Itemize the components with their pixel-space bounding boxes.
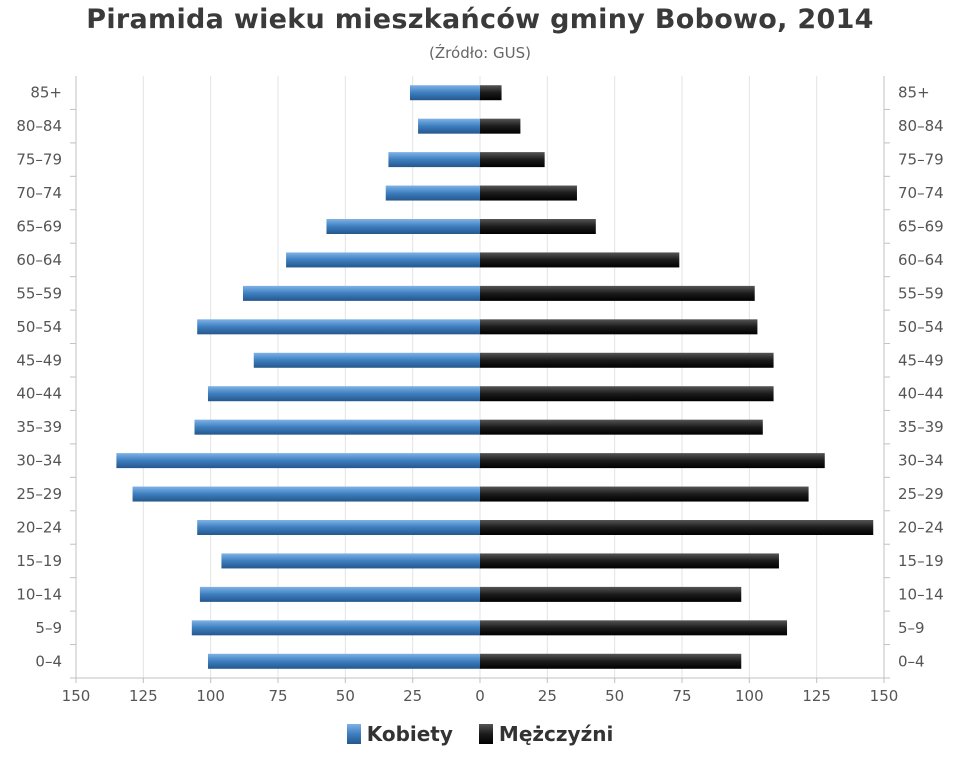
category-label-left: 85+ [30, 84, 62, 102]
category-label-right: 70–74 [898, 184, 944, 202]
category-label-left: 50–54 [16, 318, 62, 336]
bar-men[interactable] [480, 520, 874, 535]
bar-men[interactable] [480, 252, 680, 268]
category-label-left: 15–19 [16, 552, 62, 570]
x-tick-label: 25 [403, 687, 422, 705]
bar-women[interactable] [207, 386, 480, 402]
legend-item-men[interactable]: Mężczyźni [478, 722, 614, 746]
bar-men[interactable] [480, 586, 742, 602]
category-label-left: 5–9 [35, 619, 62, 637]
bar-men[interactable] [480, 118, 521, 134]
chart-subtitle: (Źródło: GUS) [429, 44, 531, 62]
bar-men[interactable] [480, 152, 545, 168]
category-label-left: 70–74 [16, 184, 62, 202]
x-tick-label: 50 [336, 687, 355, 705]
category-label-left: 35–39 [16, 418, 62, 436]
bar-women[interactable] [194, 419, 481, 435]
bar-women[interactable] [221, 553, 480, 569]
category-label-left: 45–49 [16, 351, 62, 369]
bar-women[interactable] [326, 219, 480, 234]
category-label-left: 60–64 [16, 251, 62, 269]
category-label-right: 55–59 [898, 284, 944, 302]
bar-men[interactable] [480, 352, 774, 368]
category-label-left: 30–34 [16, 452, 62, 470]
x-tick-label: 75 [268, 687, 287, 705]
category-label-right: 25–29 [898, 485, 944, 503]
category-label-right: 50–54 [898, 318, 944, 336]
x-tick-label: 25 [538, 687, 557, 705]
legend: Kobiety Mężczyźni [0, 722, 960, 746]
legend-item-women[interactable]: Kobiety [346, 722, 453, 746]
bar-men[interactable] [480, 219, 596, 234]
category-label-right: 80–84 [898, 117, 944, 135]
bar-women[interactable] [253, 352, 480, 368]
bar-women[interactable] [132, 486, 480, 502]
x-tick-label: 125 [129, 687, 158, 705]
category-label-right: 20–24 [898, 519, 944, 537]
category-label-right: 30–34 [898, 452, 944, 470]
bar-men[interactable] [480, 185, 577, 201]
x-tick-label: 50 [605, 687, 624, 705]
bar-men[interactable] [480, 486, 809, 502]
category-label-left: 75–79 [16, 151, 62, 169]
category-label-right: 15–19 [898, 552, 944, 570]
category-label-left: 0–4 [35, 652, 62, 670]
category-label-right: 60–64 [898, 251, 944, 269]
category-label-right: 75–79 [898, 151, 944, 169]
bar-men[interactable] [480, 653, 742, 669]
x-tick-label: 100 [735, 687, 764, 705]
x-tick-label: 75 [672, 687, 691, 705]
category-label-left: 55–59 [16, 284, 62, 302]
category-label-left: 10–14 [16, 585, 62, 603]
category-label-left: 80–84 [16, 117, 62, 135]
category-label-right: 65–69 [898, 218, 944, 236]
legend-swatch-women [346, 724, 361, 744]
category-label-right: 45–49 [898, 351, 944, 369]
bar-women[interactable] [207, 653, 480, 669]
bar-men[interactable] [480, 453, 825, 469]
bar-men[interactable] [480, 386, 774, 402]
legend-label-men: Mężczyźni [498, 722, 614, 746]
category-label-left: 25–29 [16, 485, 62, 503]
category-label-right: 0–4 [898, 652, 925, 670]
x-tick-label: 150 [62, 687, 91, 705]
bars [116, 85, 874, 669]
x-tick-label: 150 [870, 687, 899, 705]
category-label-right: 10–14 [898, 585, 944, 603]
bar-women[interactable] [197, 520, 480, 535]
bar-men[interactable] [480, 319, 758, 335]
bar-men[interactable] [480, 419, 763, 435]
x-tick-label: 100 [196, 687, 225, 705]
legend-label-women: Kobiety [366, 722, 453, 746]
category-label-right: 85+ [898, 84, 930, 102]
category-label-left: 40–44 [16, 385, 62, 403]
category-label-left: 65–69 [16, 218, 62, 236]
bar-women[interactable] [197, 319, 480, 335]
category-label-right: 35–39 [898, 418, 944, 436]
bar-women[interactable] [388, 152, 480, 168]
bar-women[interactable] [199, 586, 481, 602]
bar-women[interactable] [116, 453, 481, 469]
bar-men[interactable] [480, 620, 788, 636]
x-tick-label: 0 [475, 687, 485, 705]
bar-men[interactable] [480, 553, 779, 569]
bar-women[interactable] [286, 252, 480, 268]
bar-men[interactable] [480, 85, 502, 101]
x-tick-label: 125 [802, 687, 831, 705]
bar-women[interactable] [385, 185, 480, 201]
bar-women[interactable] [409, 85, 480, 101]
legend-swatch-men [478, 724, 493, 744]
category-label-right: 5–9 [898, 619, 925, 637]
bar-women[interactable] [191, 620, 480, 636]
bar-women[interactable] [418, 118, 480, 134]
category-label-right: 40–44 [898, 385, 944, 403]
bar-women[interactable] [242, 285, 480, 301]
category-label-left: 20–24 [16, 519, 62, 537]
bar-men[interactable] [480, 285, 755, 301]
chart-title: Piramida wieku mieszkańców gminy Bobowo,… [86, 4, 874, 35]
